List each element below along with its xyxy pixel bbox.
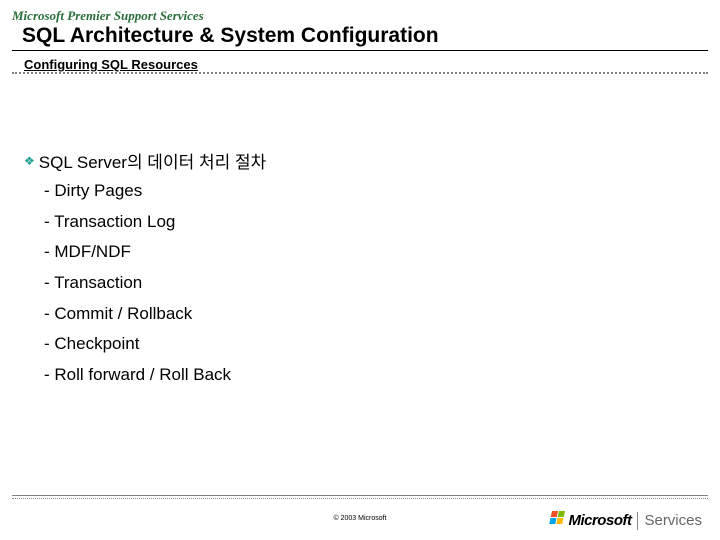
- copyright-text: © 2003 Microsoft: [333, 515, 386, 522]
- footer-divider-solid: [12, 495, 708, 496]
- microsoft-logo-text: Microsoft: [568, 512, 631, 529]
- footer-divider-dotted: [12, 498, 708, 499]
- subtitle-dotted-divider: [12, 72, 708, 74]
- header-brand: Microsoft Premier Support Services: [12, 8, 204, 24]
- list-item: - Transaction Log: [44, 210, 266, 235]
- logo-divider: [637, 512, 638, 530]
- title-underline: [12, 50, 708, 51]
- list-item: - Dirty Pages: [44, 179, 266, 204]
- list-item: - Roll forward / Roll Back: [44, 363, 266, 388]
- bullet-heading-row: ❖ SQL Server의 데이터 처리 절차: [24, 148, 266, 173]
- bullet-heading-text: SQL Server의 데이터 처리 절차: [39, 148, 266, 173]
- diamond-bullet-icon: ❖: [24, 155, 35, 167]
- content-area: ❖ SQL Server의 데이터 처리 절차 - Dirty Pages - …: [24, 148, 266, 393]
- page-title: SQL Architecture & System Configuration: [22, 24, 439, 48]
- list-item: - Commit / Rollback: [44, 302, 266, 327]
- services-logo-text: Services: [644, 512, 702, 529]
- list-item: - MDF/NDF: [44, 240, 266, 265]
- list-item: - Checkpoint: [44, 332, 266, 357]
- page-subtitle: Configuring SQL Resources: [24, 57, 198, 72]
- windows-flag-icon: [549, 511, 565, 530]
- list-item: - Transaction: [44, 271, 266, 296]
- footer-logo: Microsoft Services: [549, 511, 702, 530]
